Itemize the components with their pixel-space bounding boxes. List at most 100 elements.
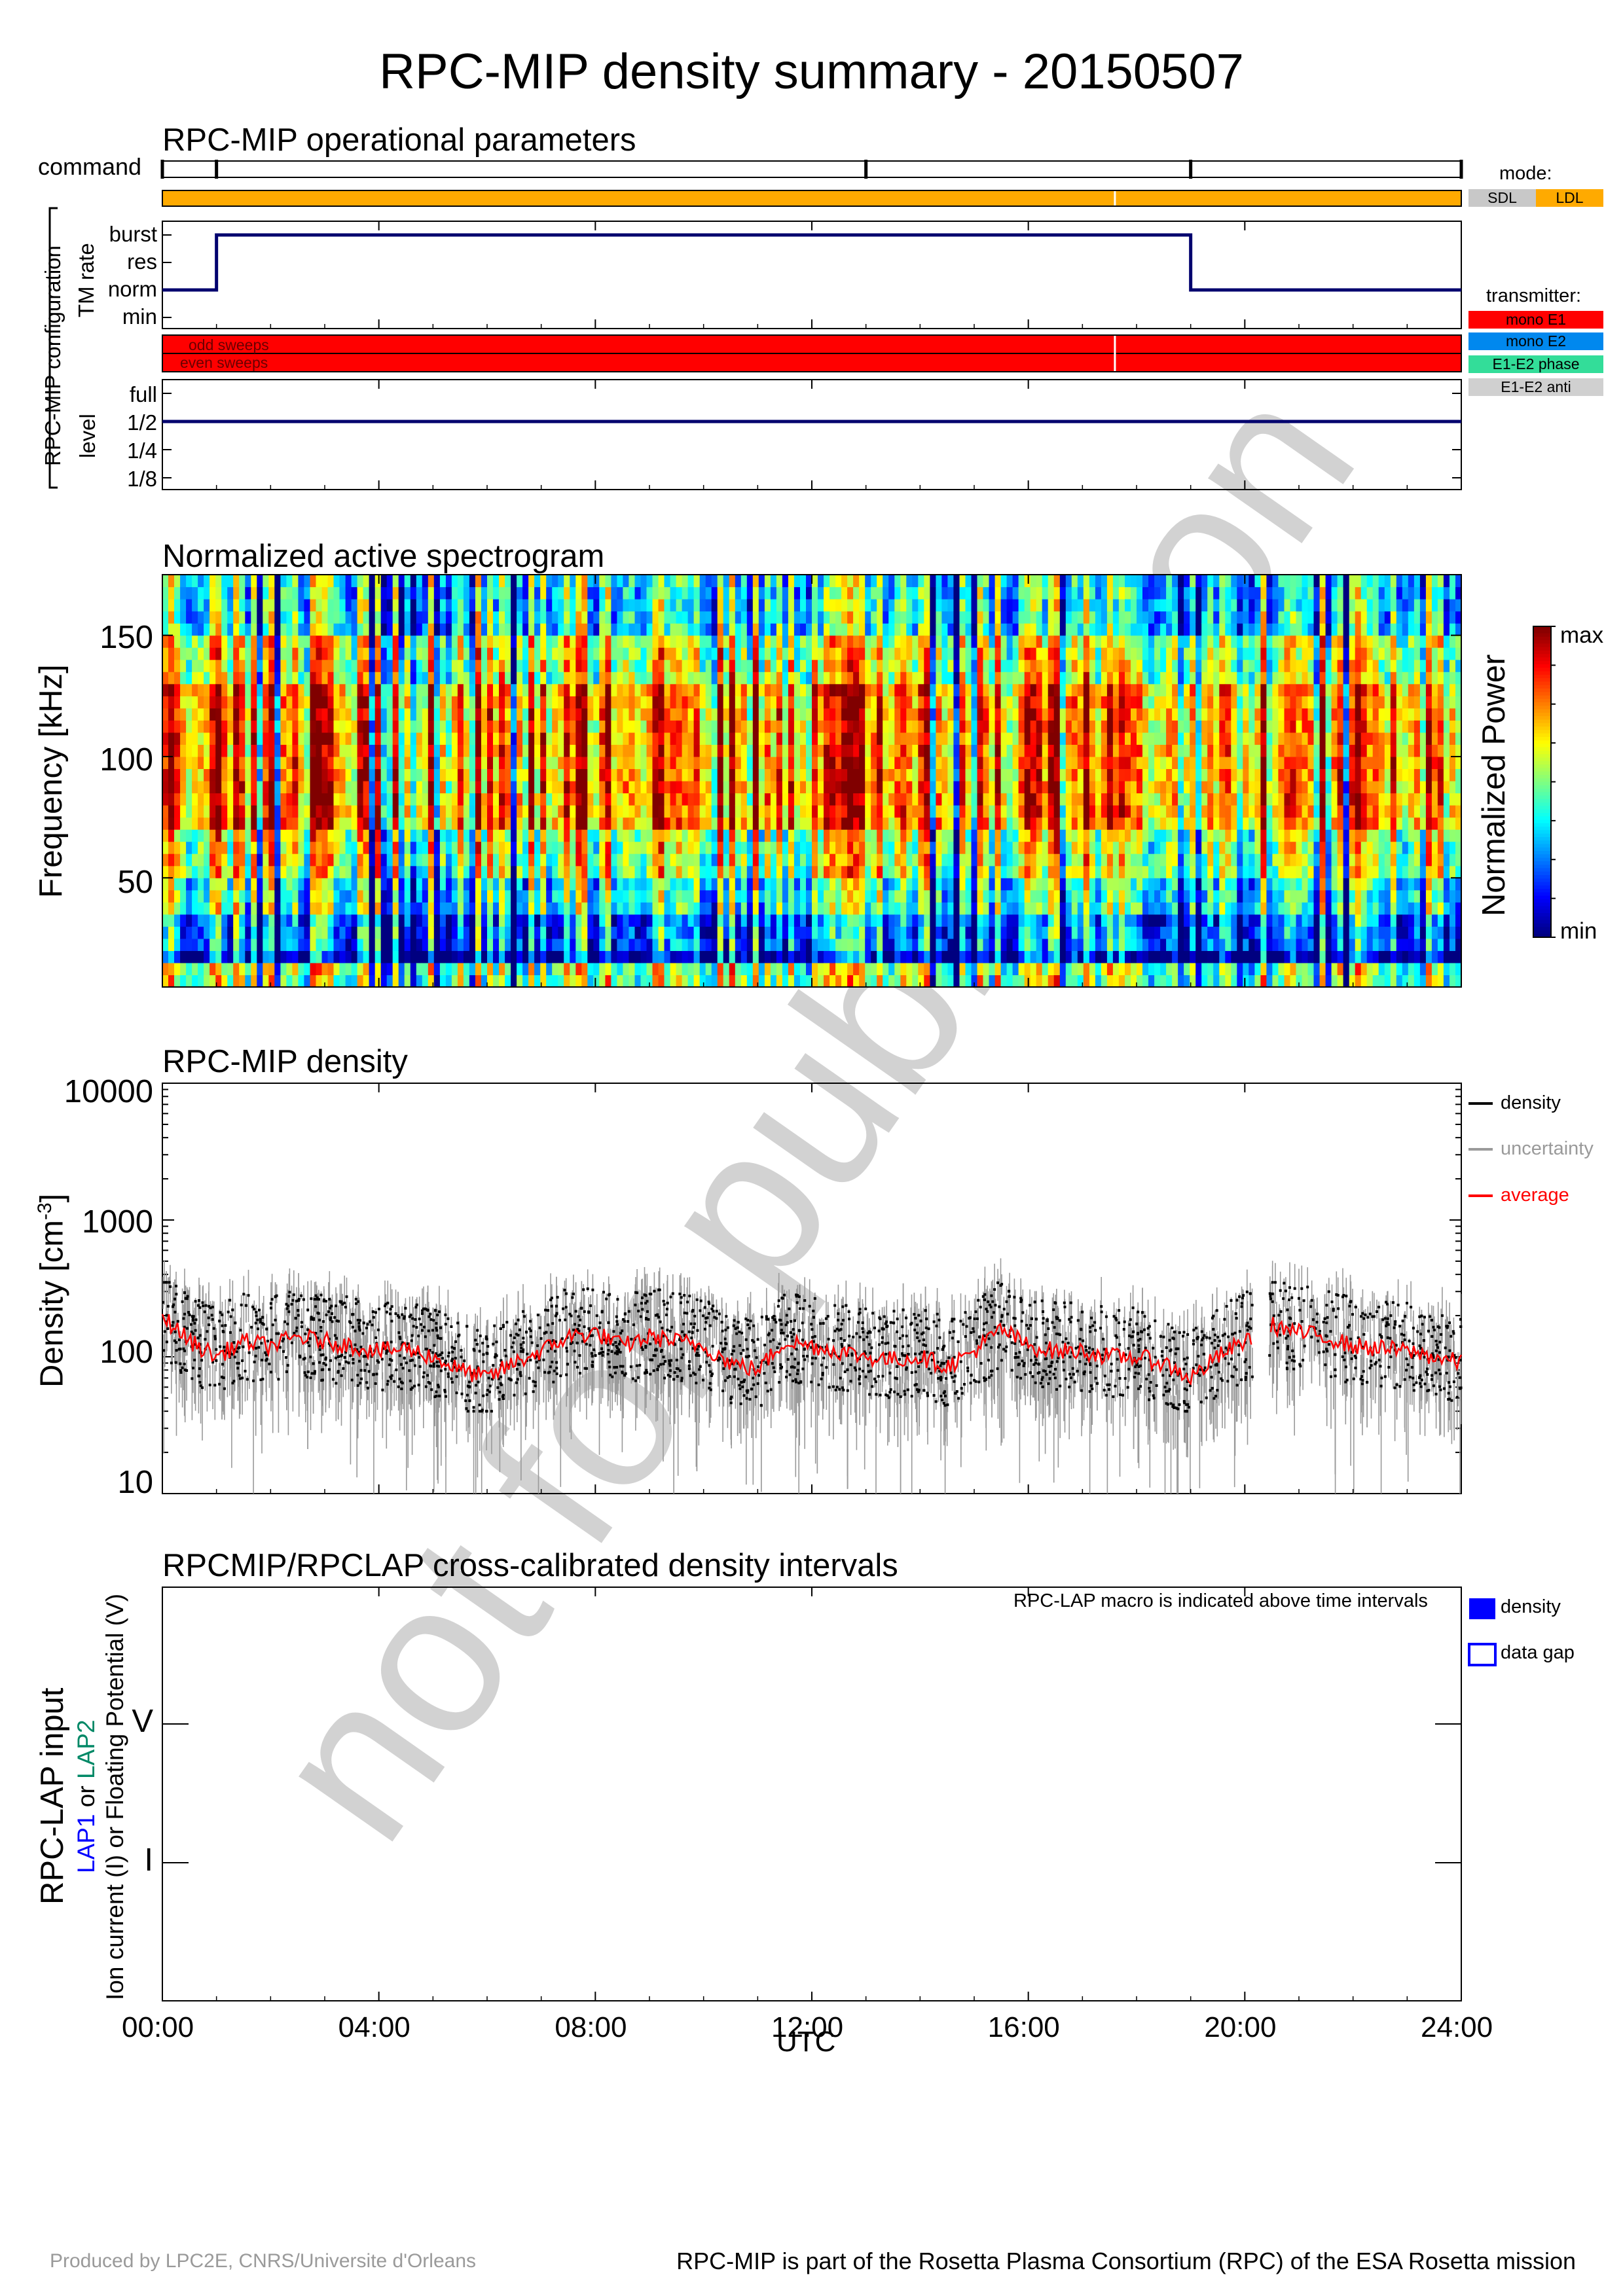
spectrogram-cell xyxy=(841,732,848,745)
spectrogram-cell xyxy=(392,829,399,842)
spectrogram-cell xyxy=(930,659,936,672)
spectrogram-cell xyxy=(682,659,689,672)
spectrogram-cell xyxy=(251,611,257,624)
spectrogram-cell xyxy=(481,623,488,636)
spectrogram-cell xyxy=(198,659,204,672)
spectrogram-cell xyxy=(422,865,429,878)
spectrogram-cell xyxy=(652,768,659,781)
spectrogram-cell xyxy=(251,599,257,612)
spectrogram-cell xyxy=(481,853,488,867)
spectrogram-cell xyxy=(451,732,458,745)
spectrogram-cell xyxy=(752,611,759,624)
spectrogram-cell xyxy=(404,672,411,685)
spectrogram-cell xyxy=(900,720,907,733)
spectrogram-cell xyxy=(564,575,570,588)
spectrogram-cell xyxy=(652,575,659,588)
spectrogram-cell xyxy=(687,793,695,806)
spectrogram-cell xyxy=(818,708,824,721)
spectrogram-cell xyxy=(1012,696,1019,709)
spectrogram-cell xyxy=(793,962,801,975)
spectrogram-cell xyxy=(233,672,240,685)
spectrogram-cell xyxy=(900,914,907,927)
spectrogram-cell xyxy=(859,938,866,951)
spectrogram-cell xyxy=(717,623,724,636)
spectrogram-cell xyxy=(824,720,830,733)
spectrogram-cell xyxy=(392,889,399,903)
spectrogram-cell xyxy=(268,841,275,854)
spectrogram-cell xyxy=(227,817,234,830)
spectrogram-cell xyxy=(640,611,647,624)
spectrogram-cell xyxy=(699,696,706,709)
spectrogram-cell xyxy=(174,829,181,842)
spectrogram-cell xyxy=(499,805,505,818)
spectrogram-cell xyxy=(812,938,818,951)
spectrogram-cell xyxy=(723,793,730,806)
spectrogram-cell xyxy=(629,865,635,878)
spectrogram-cell xyxy=(746,768,754,781)
spectrogram-cell xyxy=(983,865,990,878)
spectrogram-cell xyxy=(865,865,871,878)
spectrogram-cell xyxy=(841,950,848,963)
spectrogram-cell xyxy=(930,683,936,696)
spectrogram-cell xyxy=(941,950,948,963)
spectrogram-cell xyxy=(1018,708,1025,721)
spectrogram-cell xyxy=(410,744,417,757)
spectrogram-cell xyxy=(841,659,848,672)
spectrogram-cell xyxy=(251,683,257,696)
spectrogram-cell xyxy=(735,878,742,891)
spectrogram-cell xyxy=(221,623,228,636)
spectrogram-cell xyxy=(699,962,706,975)
spectrogram-cell xyxy=(227,623,234,636)
spectrogram-cell xyxy=(593,647,600,660)
spectrogram-cell xyxy=(558,926,564,939)
spectrogram-cell xyxy=(776,623,783,636)
spectrogram-cell xyxy=(865,732,871,745)
spectrogram-cell xyxy=(912,853,919,867)
spectrogram-cell xyxy=(936,756,942,769)
spectrogram-cell xyxy=(947,926,954,939)
spectrogram-cell xyxy=(971,732,978,745)
spectrogram-cell xyxy=(457,768,464,781)
spectrogram-cell xyxy=(776,696,783,709)
spectrogram-cell xyxy=(906,623,913,636)
spectrogram-cell xyxy=(363,853,370,867)
spectrogram-cell xyxy=(522,575,529,588)
spectrogram-cell xyxy=(687,696,695,709)
spectrogram-cell xyxy=(599,975,606,988)
spectrogram-cell xyxy=(729,817,736,830)
spectrogram-cell xyxy=(723,950,730,963)
spectrogram-cell xyxy=(316,938,323,951)
spectrogram-cell xyxy=(168,708,175,721)
spectrogram-cell xyxy=(853,889,860,903)
spectrogram-cell xyxy=(433,926,441,939)
spectrogram-cell xyxy=(186,732,192,745)
spectrogram-cell xyxy=(439,926,447,939)
spectrogram-cell xyxy=(894,647,901,660)
spectrogram-cell xyxy=(528,950,535,963)
spectrogram-cell xyxy=(806,683,812,696)
spectrogram-cell xyxy=(204,975,210,988)
spectrogram-cell xyxy=(298,902,304,915)
spectrogram-cell xyxy=(357,732,364,745)
spectrogram-cell xyxy=(475,659,482,672)
spectrogram-cell xyxy=(251,781,257,794)
spectrogram-cell xyxy=(853,732,860,745)
spectrogram-cell xyxy=(711,720,718,733)
spectrogram-cell xyxy=(605,878,611,891)
spectrogram-cell xyxy=(540,889,547,903)
spectrogram-cell xyxy=(316,720,323,733)
spectrogram-cell xyxy=(410,817,417,830)
spectrogram-cell xyxy=(445,878,452,891)
spectrogram-cell xyxy=(321,611,329,624)
spectrogram-cell xyxy=(894,744,901,757)
spectrogram-cell xyxy=(989,938,996,951)
spectrogram-cell xyxy=(345,768,352,781)
spectrogram-cell xyxy=(570,768,576,781)
spectrogram-cell xyxy=(321,623,329,636)
spectrogram-cell xyxy=(204,659,210,672)
spectrogram-cell xyxy=(581,732,588,745)
spectrogram-cell xyxy=(192,575,198,588)
spectrogram-cell xyxy=(534,586,541,600)
spectrogram-cell xyxy=(245,732,251,745)
spectrogram-cell xyxy=(711,926,718,939)
